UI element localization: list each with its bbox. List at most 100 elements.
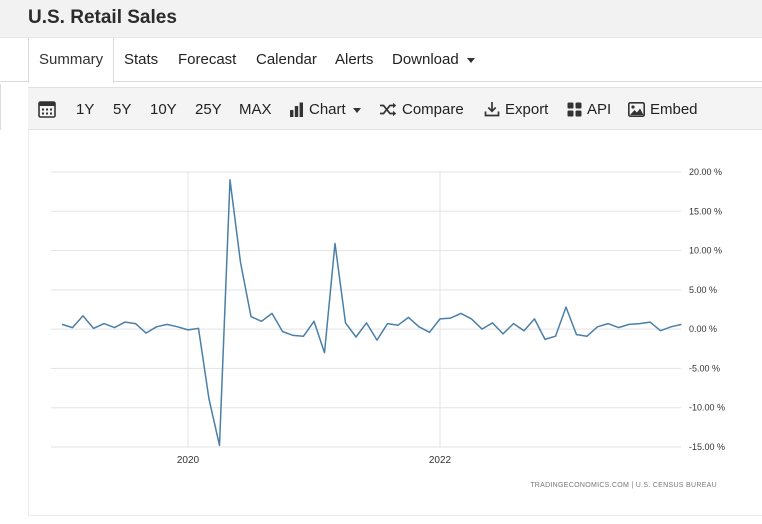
y-tick-label: 15.00 %: [689, 206, 722, 216]
left-divider: [0, 84, 3, 130]
data-point: [165, 322, 169, 326]
chevron-down-icon: [352, 107, 361, 113]
page-title: U.S. Retail Sales: [28, 7, 177, 28]
chart-type-label: Chart: [309, 101, 346, 118]
data-point: [113, 326, 117, 330]
tab-alerts[interactable]: Alerts: [335, 51, 374, 68]
range-1y-button[interactable]: 1Y: [76, 101, 95, 118]
data-point: [134, 322, 138, 326]
y-tick-label: -10.00 %: [689, 403, 725, 413]
data-point: [512, 322, 516, 326]
data-point: [596, 325, 600, 329]
calendar-button[interactable]: [38, 88, 61, 131]
x-tick-label: 2022: [429, 455, 452, 466]
export-label: Export: [505, 101, 549, 118]
download-icon: [484, 102, 500, 117]
data-point: [659, 329, 663, 333]
compare-button[interactable]: Compare: [379, 88, 464, 131]
range-10y-button[interactable]: 10Y: [150, 101, 177, 118]
data-point: [186, 328, 190, 332]
chart-source-credit: TRADINGECONOMICS.COM | U.S. CENSUS BUREA…: [530, 482, 717, 489]
data-point: [554, 334, 558, 338]
bar-chart-icon: [290, 102, 303, 117]
data-point: [585, 334, 589, 338]
y-tick-label: 10.00 %: [689, 246, 722, 256]
data-point: [638, 322, 642, 326]
chart-toolbar: 1Y 5Y 10Y 25Y MAX Chart Compare Export A…: [28, 87, 762, 130]
data-point: [680, 322, 684, 326]
data-point: [365, 321, 369, 325]
data-point: [260, 319, 264, 323]
data-point: [648, 320, 652, 324]
retail-sales-line-chart: 20.00 % 15.00 % 10.00 % 5.00 % 0.00 % -5.00 %…: [51, 167, 725, 489]
data-point: [71, 326, 75, 330]
data-point: [449, 316, 453, 320]
data-point: [470, 317, 474, 321]
y-axis: 20.00 % 15.00 % 10.00 % 5.00 % 0.00 % -5.00 %…: [689, 167, 725, 452]
data-point: [428, 330, 432, 334]
data-point: [575, 333, 579, 337]
data-point: [564, 305, 568, 309]
calendar-icon: [38, 101, 56, 118]
data-point: [606, 322, 610, 326]
data-point: [438, 317, 442, 321]
tab-stats[interactable]: Stats: [124, 51, 159, 68]
data-point: [281, 330, 285, 334]
data-point: [312, 319, 316, 323]
data-point: [249, 315, 253, 319]
data-point: [386, 322, 390, 326]
api-button[interactable]: API: [567, 88, 611, 131]
data-point: [218, 443, 222, 447]
y-tick-label: 0.00 %: [689, 324, 717, 334]
chart-type-button[interactable]: Chart: [289, 88, 361, 131]
data-point: [627, 322, 631, 326]
data-point: [270, 311, 274, 315]
chart-panel: 20.00 % 15.00 % 10.00 % 5.00 % 0.00 % -5.00 %…: [28, 130, 762, 516]
shuffle-icon: [380, 102, 397, 116]
image-icon: [628, 101, 645, 117]
data-point: [491, 321, 495, 325]
tab-bar: Summary Stats Forecast Calendar Alerts D…: [0, 37, 762, 83]
data-point: [417, 325, 421, 329]
data-point: [354, 335, 358, 339]
data-point: [344, 321, 348, 325]
range-25y-button[interactable]: 25Y: [195, 101, 222, 118]
tab-calendar[interactable]: Calendar: [256, 51, 317, 68]
data-point: [501, 332, 505, 336]
data-points: [60, 178, 684, 448]
y-tick-label: -15.00 %: [689, 442, 725, 452]
data-point: [155, 325, 159, 329]
compare-label: Compare: [402, 101, 464, 118]
embed-button[interactable]: Embed: [628, 88, 698, 131]
data-point: [669, 325, 673, 329]
x-tick-label: 2020: [177, 455, 200, 466]
data-point: [617, 326, 621, 330]
y-tick-label: -5.00 %: [689, 363, 720, 373]
embed-label: Embed: [650, 101, 698, 118]
api-grid-icon: [567, 102, 582, 117]
chevron-down-icon: [466, 57, 475, 63]
data-point: [239, 260, 243, 264]
data-point: [92, 326, 96, 330]
tab-download-label: Download: [392, 51, 459, 68]
data-point: [480, 327, 484, 331]
data-point: [228, 178, 232, 182]
series-line: [61, 179, 682, 447]
data-point: [407, 315, 411, 319]
export-button[interactable]: Export: [484, 88, 548, 131]
tab-forecast[interactable]: Forecast: [178, 51, 237, 68]
data-point: [323, 351, 327, 355]
data-point: [144, 331, 148, 335]
tab-download[interactable]: Download: [392, 38, 475, 82]
title-bar: U.S. Retail Sales: [0, 0, 762, 37]
data-point: [197, 326, 201, 330]
range-5y-button[interactable]: 5Y: [113, 101, 132, 118]
data-point: [459, 311, 463, 315]
grid-lines: [51, 171, 681, 448]
x-axis: 2020 2022: [177, 455, 452, 466]
data-point: [533, 317, 537, 321]
range-max-button[interactable]: MAX: [239, 101, 272, 118]
tab-summary[interactable]: Summary: [28, 38, 115, 83]
data-point: [302, 334, 306, 338]
data-point: [176, 325, 180, 329]
